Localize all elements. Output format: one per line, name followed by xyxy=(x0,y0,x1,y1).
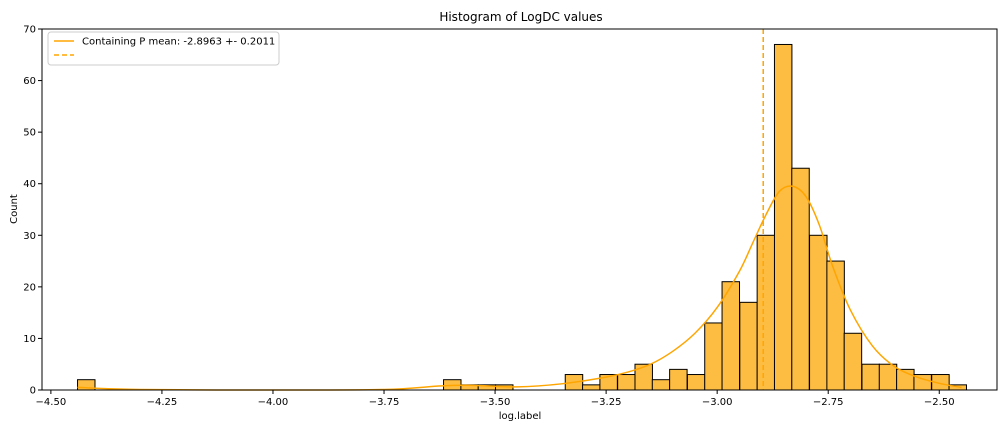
kde-curve xyxy=(77,185,962,391)
histogram-bar xyxy=(739,301,758,391)
histogram-bar xyxy=(582,384,601,391)
x-tick-label: −4.00 xyxy=(258,397,289,408)
x-tick-label: −4.25 xyxy=(147,397,178,408)
x-axis-label: log.label xyxy=(499,411,542,422)
y-tick-label: 60 xyxy=(23,76,36,87)
legend-entry-kde: Containing P mean: -2.8963 +- 0.2011 xyxy=(82,37,275,48)
x-tick-label: −4.50 xyxy=(36,397,67,408)
plot-area xyxy=(77,29,967,391)
histogram-bar xyxy=(669,368,688,391)
histogram-bar xyxy=(843,332,863,391)
x-tick-label: −2.75 xyxy=(813,397,844,408)
y-tick-label: 40 xyxy=(23,179,36,190)
y-tick-label: 10 xyxy=(23,334,36,345)
x-tick-label: −3.50 xyxy=(480,397,511,408)
chart-title: Histogram of LogDC values xyxy=(439,10,602,24)
x-tick-label: −2.50 xyxy=(924,397,955,408)
y-tick-label: 30 xyxy=(23,231,36,242)
histogram-bar xyxy=(791,167,810,391)
legend-box xyxy=(47,31,280,66)
histogram-bar xyxy=(826,260,845,391)
histogram-bar xyxy=(878,363,898,391)
histogram-bar xyxy=(861,363,880,391)
legend: Containing P mean: -2.8963 +- 0.2011 xyxy=(47,31,280,66)
y-tick-label: 50 xyxy=(23,128,36,139)
x-tick-label: −3.75 xyxy=(369,397,400,408)
histogram-bar xyxy=(773,43,793,391)
y-axis-label: Count xyxy=(9,194,20,224)
x-tick-label: −3.00 xyxy=(702,397,733,408)
axes-frame xyxy=(41,28,998,391)
y-tick-label: 0 xyxy=(30,386,36,397)
y-axis-ticks: 0 10 20 30 40 50 60 70 xyxy=(23,25,42,397)
x-tick-label: −3.25 xyxy=(591,397,622,408)
y-tick-label: 70 xyxy=(23,25,36,36)
histogram-bar xyxy=(721,281,741,391)
histogram-bar xyxy=(617,374,636,391)
histogram-bar xyxy=(651,379,671,391)
histogram-bar xyxy=(634,363,653,391)
y-tick-label: 20 xyxy=(23,282,36,293)
histogram-bar xyxy=(756,234,776,391)
histogram-bar xyxy=(704,322,723,391)
x-axis-ticks: −4.50 −4.25 −4.00 −3.75 −3.50 −3.25 −3.00 −2.75… xyxy=(36,390,955,408)
histogram-bar xyxy=(809,234,828,391)
histogram-bar xyxy=(686,374,706,391)
